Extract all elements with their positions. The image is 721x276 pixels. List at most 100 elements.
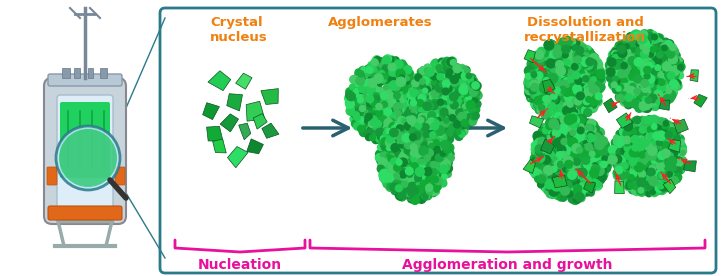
Circle shape [361, 77, 366, 83]
Circle shape [440, 88, 446, 94]
Circle shape [658, 139, 668, 148]
Circle shape [670, 161, 679, 170]
Circle shape [555, 128, 562, 135]
Circle shape [663, 83, 668, 88]
Circle shape [625, 163, 634, 172]
Circle shape [592, 58, 602, 68]
Circle shape [652, 80, 660, 88]
Circle shape [425, 100, 431, 106]
Circle shape [561, 83, 567, 89]
Circle shape [433, 111, 441, 119]
Circle shape [663, 121, 669, 127]
Circle shape [670, 149, 678, 157]
Circle shape [599, 160, 604, 166]
Circle shape [395, 115, 404, 124]
Circle shape [531, 100, 539, 108]
Circle shape [580, 174, 585, 181]
Circle shape [585, 185, 593, 193]
Circle shape [448, 57, 456, 65]
Circle shape [446, 127, 451, 132]
Circle shape [652, 121, 657, 126]
Circle shape [426, 176, 432, 182]
Circle shape [588, 107, 593, 113]
Circle shape [559, 80, 569, 89]
Circle shape [624, 154, 632, 163]
Circle shape [386, 107, 393, 114]
Circle shape [645, 97, 652, 103]
Circle shape [469, 100, 474, 105]
Circle shape [658, 72, 663, 77]
Circle shape [646, 30, 655, 38]
FancyBboxPatch shape [44, 78, 126, 224]
Circle shape [623, 172, 629, 179]
Polygon shape [694, 94, 707, 107]
Circle shape [609, 155, 617, 164]
Circle shape [632, 174, 638, 180]
Circle shape [368, 68, 375, 75]
Circle shape [400, 135, 405, 140]
Circle shape [401, 156, 409, 163]
Circle shape [353, 117, 360, 125]
Circle shape [394, 138, 401, 145]
Circle shape [415, 103, 421, 108]
Circle shape [427, 76, 433, 83]
Circle shape [466, 119, 471, 124]
Circle shape [598, 163, 603, 169]
Circle shape [645, 33, 653, 40]
Circle shape [440, 61, 446, 67]
Circle shape [456, 109, 463, 116]
Circle shape [540, 166, 547, 173]
Circle shape [616, 144, 623, 150]
Circle shape [627, 38, 636, 47]
Circle shape [611, 160, 616, 165]
Circle shape [422, 166, 427, 171]
Circle shape [574, 184, 580, 191]
Circle shape [680, 157, 686, 163]
Circle shape [670, 164, 676, 171]
Circle shape [421, 142, 428, 148]
Circle shape [568, 171, 577, 179]
Circle shape [376, 100, 384, 107]
Circle shape [647, 45, 655, 54]
Circle shape [588, 173, 593, 179]
Circle shape [570, 182, 578, 189]
Circle shape [390, 168, 399, 177]
Circle shape [409, 97, 415, 105]
Circle shape [437, 73, 443, 80]
Circle shape [617, 150, 624, 157]
Circle shape [437, 107, 443, 113]
Circle shape [440, 136, 446, 142]
Circle shape [561, 92, 570, 102]
Circle shape [599, 171, 605, 176]
Circle shape [433, 160, 441, 168]
Circle shape [584, 89, 590, 96]
Circle shape [433, 177, 441, 184]
Circle shape [640, 37, 647, 45]
Circle shape [656, 59, 664, 67]
Circle shape [355, 88, 361, 94]
Circle shape [651, 159, 660, 168]
Polygon shape [203, 103, 219, 120]
Circle shape [629, 159, 637, 166]
Circle shape [391, 104, 398, 111]
Circle shape [430, 100, 438, 108]
Circle shape [369, 68, 377, 76]
Circle shape [386, 115, 396, 123]
Circle shape [471, 78, 478, 85]
Circle shape [660, 57, 667, 64]
Circle shape [558, 123, 568, 133]
Circle shape [648, 146, 657, 155]
Circle shape [531, 60, 539, 69]
Circle shape [358, 73, 364, 79]
Circle shape [620, 97, 629, 106]
Circle shape [442, 57, 451, 66]
Circle shape [459, 80, 466, 87]
Circle shape [454, 72, 459, 78]
Circle shape [566, 52, 573, 59]
Circle shape [551, 95, 558, 103]
Circle shape [365, 81, 374, 90]
Circle shape [573, 195, 581, 203]
Circle shape [415, 132, 423, 140]
Circle shape [668, 72, 675, 79]
Circle shape [399, 60, 406, 68]
